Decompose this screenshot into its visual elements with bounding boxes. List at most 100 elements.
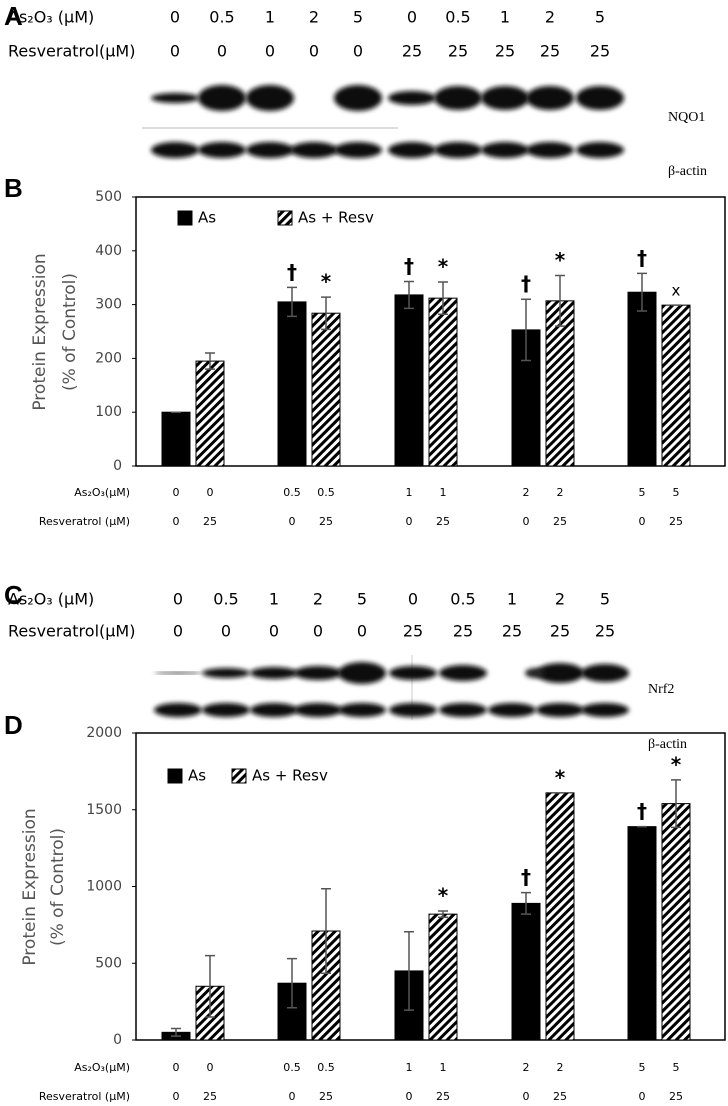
x-tick-label: 0.5 (283, 1061, 301, 1074)
lane-value: 0 (357, 622, 367, 641)
bar (661, 304, 691, 467)
panel-label: D (4, 710, 23, 740)
x-tick-label: 0 (207, 486, 214, 499)
legend-swatch (277, 210, 293, 226)
x-tick-label: 25 (436, 1090, 450, 1103)
y-axis-title: (% of Control) (60, 273, 80, 391)
x-tick-label: 1 (440, 486, 447, 499)
x-tick-label: 25 (669, 1090, 683, 1103)
x-tick-label: 25 (553, 1090, 567, 1103)
lane-value: 5 (600, 590, 610, 609)
x-row-label: As₂O₃(μM) (74, 486, 130, 499)
x-tick-label: 25 (436, 515, 450, 528)
error-bar (287, 286, 297, 318)
x-tick-label: 1 (406, 486, 413, 499)
lane-value: 0 (313, 622, 323, 641)
x-tick-label: 0 (207, 1061, 214, 1074)
lane-value: 25 (495, 42, 515, 61)
legend-swatch (177, 210, 193, 226)
blot-band (338, 662, 386, 684)
blot-band (334, 142, 382, 158)
x-tick-label: 0 (173, 486, 180, 499)
x-tick-label: 0.5 (317, 486, 335, 499)
x-tick-label: 0.5 (283, 486, 301, 499)
blot-band (581, 703, 629, 717)
blot-band (526, 86, 574, 110)
x-tick-label: 0 (639, 1090, 646, 1103)
x-tick-label: 0 (406, 515, 413, 528)
y-tick-label: 200 (95, 350, 122, 366)
y-tick-label: 1000 (86, 879, 122, 895)
y-tick-label: 0 (113, 1032, 122, 1048)
blot-band (294, 703, 342, 717)
x-tick-label: 2 (523, 486, 530, 499)
blot-band (581, 664, 629, 682)
lane-value: 2 (545, 8, 555, 27)
y-tick-label: 300 (95, 297, 122, 313)
panel-label: A (4, 1, 23, 31)
lane-value: 0 (265, 42, 275, 61)
row-label: As₂O₃ (μM) (8, 8, 94, 27)
significance-mark: * (671, 752, 682, 776)
blot-band (536, 703, 584, 717)
blot-band (154, 703, 202, 717)
x-tick-label: 0 (173, 1061, 180, 1074)
lane-value: 2 (555, 590, 565, 609)
x-tick-label: 0 (639, 515, 646, 528)
x-tick-label: 25 (319, 515, 333, 528)
blot-band (154, 672, 202, 674)
x-tick-label: 2 (557, 486, 564, 499)
error-bar (404, 280, 414, 310)
blot-band (250, 667, 298, 679)
error-bar (287, 957, 297, 1009)
y-tick-label: 500 (95, 955, 122, 971)
blot-band (246, 142, 294, 158)
significance-mark: * (321, 270, 332, 294)
error-bar (438, 910, 448, 918)
lane-value: 2 (309, 8, 319, 27)
lane-value: 0 (408, 590, 418, 609)
blot-band (525, 668, 545, 678)
x-row-label: Resveratrol (μM) (39, 515, 130, 528)
blot-band (202, 703, 250, 717)
lane-value: 5 (353, 8, 363, 27)
bar (428, 297, 458, 467)
error-bar (171, 1027, 181, 1037)
y-tick-label: 1500 (86, 802, 122, 818)
x-tick-label: 0 (523, 1090, 530, 1103)
significance-mark: * (555, 248, 566, 272)
legend-label: As + Resv (298, 209, 374, 227)
error-bar (438, 281, 448, 316)
legend-label: As (188, 767, 206, 785)
y-tick-label: 2000 (86, 725, 122, 741)
error-bar (205, 352, 215, 370)
x-tick-label: 0 (406, 1090, 413, 1103)
x-tick-label: 2 (523, 1061, 530, 1074)
x-tick-label: 25 (203, 1090, 217, 1103)
y-tick-label: 100 (95, 404, 122, 420)
band-label: NQO1 (668, 110, 705, 125)
lane-value: 1 (507, 590, 517, 609)
y-axis-title: Protein Expression (30, 253, 50, 410)
x-tick-label: 25 (319, 1090, 333, 1103)
blot-band (439, 665, 487, 681)
blot-band (434, 142, 482, 158)
lane-value: 0 (407, 8, 417, 27)
band-label: Nrf2 (648, 682, 674, 697)
blot-band (481, 86, 529, 110)
blot-band (198, 142, 246, 158)
y-tick-label: 0 (113, 458, 122, 474)
lane-value: 25 (540, 42, 560, 61)
y-axis-title: Protein Expression (20, 808, 40, 965)
x-tick-label: 25 (669, 515, 683, 528)
panel-label: B (4, 173, 23, 203)
bar (161, 411, 191, 467)
x-tick-label: 5 (639, 486, 646, 499)
x-row-label: As₂O₃(μM) (74, 1061, 130, 1074)
blot-band (202, 668, 250, 678)
error-bar (321, 296, 331, 331)
lane-value: 25 (403, 622, 423, 641)
panel-label: C (4, 580, 23, 610)
blot-band (434, 86, 482, 110)
